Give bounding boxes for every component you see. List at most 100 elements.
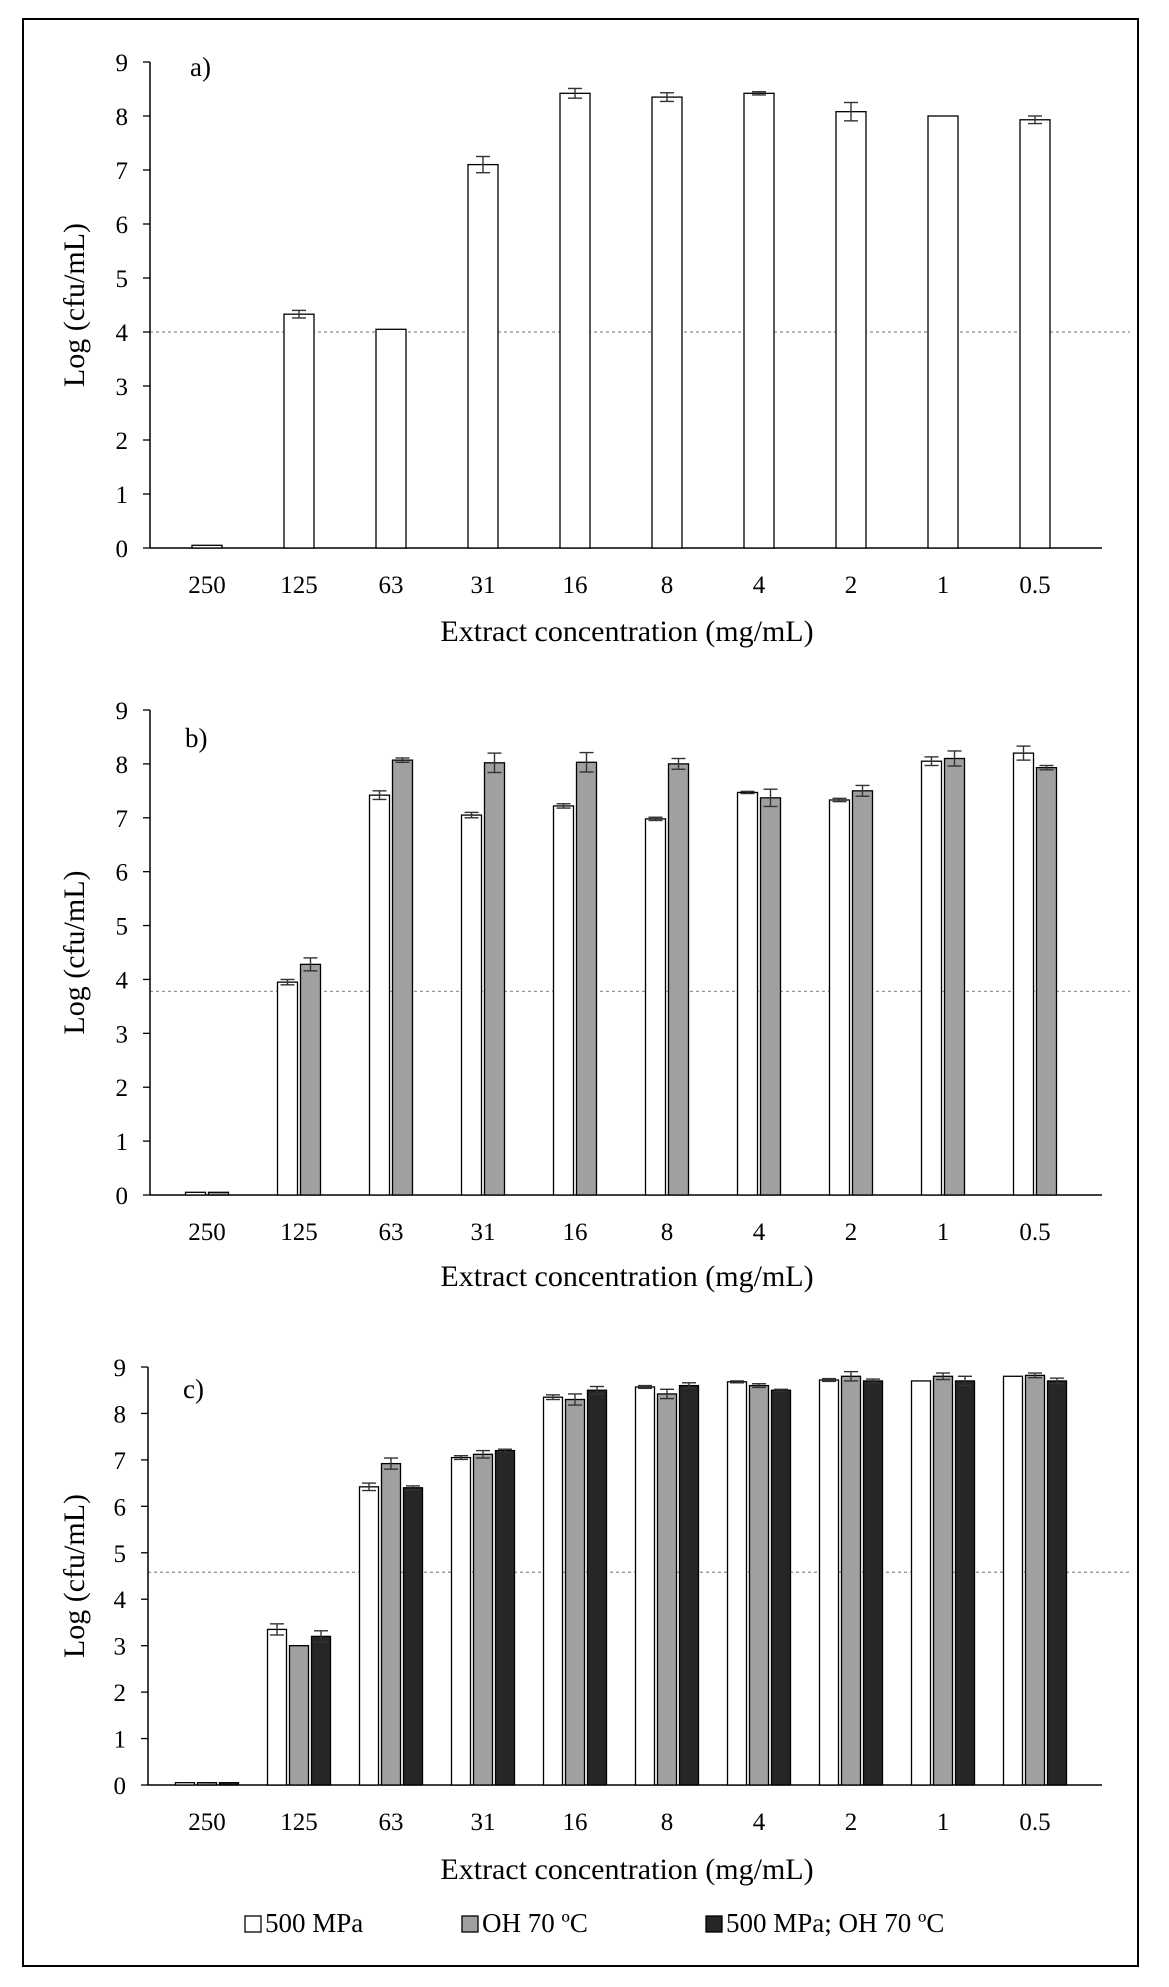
x-tick-label: 125 <box>280 1809 318 1836</box>
legend-label: OH 70 ºC <box>482 1908 588 1938</box>
bar <box>743 92 775 549</box>
bar <box>184 1191 207 1196</box>
x-axis-label: Extract concentration (mg/mL) <box>440 1853 813 1886</box>
bar <box>726 1381 748 1786</box>
bar <box>288 1645 310 1786</box>
bar <box>310 1635 332 1786</box>
panel-label: a) <box>190 52 211 82</box>
x-axis-label: Extract concentration (mg/mL) <box>440 1260 813 1293</box>
x-tick-label: 0.5 <box>1019 1809 1050 1836</box>
y-tick-label: 8 <box>114 1401 127 1428</box>
x-axis-label: Extract concentration (mg/mL) <box>440 615 813 648</box>
y-tick-label: 7 <box>114 1448 127 1475</box>
y-tick-label: 1 <box>116 482 129 509</box>
y-tick-label: 4 <box>114 1587 127 1614</box>
bar <box>375 328 407 549</box>
bar <box>927 115 959 549</box>
y-axis-label: Log (cfu/mL) <box>58 870 91 1034</box>
y-tick-label: 8 <box>116 752 129 779</box>
x-tick-label: 1 <box>937 1809 950 1836</box>
bar <box>748 1384 770 1786</box>
panel-label: c) <box>183 1374 204 1404</box>
bar <box>472 1453 494 1786</box>
x-tick-label: 125 <box>280 572 318 599</box>
legend-label: 500 MPa; OH 70 ºC <box>726 1908 944 1938</box>
y-tick-label: 9 <box>116 698 129 725</box>
y-tick-label: 6 <box>116 212 129 239</box>
bar <box>835 111 867 549</box>
bar <box>667 763 690 1196</box>
y-tick-label: 7 <box>116 806 129 833</box>
bar <box>283 313 315 549</box>
x-tick-label: 8 <box>661 1809 674 1836</box>
x-tick-label: 0.5 <box>1019 1219 1050 1246</box>
bar <box>910 1380 932 1786</box>
bar <box>651 96 683 549</box>
x-tick-label: 2 <box>845 1809 858 1836</box>
y-tick-label: 3 <box>116 374 129 401</box>
bar <box>1019 119 1051 549</box>
chart-panel-2: 0 1 2 3 4 5 6 7 8 9 250 125 63 31 16 8 4 2 1 0.5 b) Extract c… <box>58 698 1130 1293</box>
y-tick-label: 6 <box>116 860 129 887</box>
bar <box>759 797 782 1196</box>
bar <box>266 1628 288 1786</box>
y-axis-label: Log (cfu/mL) <box>58 1494 91 1658</box>
x-tick-label: 63 <box>379 572 404 599</box>
bar <box>191 544 223 549</box>
x-tick-label: 16 <box>563 1809 588 1836</box>
y-tick-label: 5 <box>114 1541 127 1568</box>
bar <box>920 760 943 1196</box>
bar <box>276 981 299 1196</box>
bar <box>862 1380 884 1786</box>
bar <box>678 1384 700 1786</box>
y-tick-label: 8 <box>116 104 129 131</box>
legend-label: 500 MPa <box>265 1908 363 1938</box>
x-tick-label: 125 <box>280 1219 318 1246</box>
x-tick-label: 4 <box>753 1219 766 1246</box>
bar <box>736 791 759 1196</box>
y-tick-label: 4 <box>116 967 129 994</box>
bar <box>218 1782 240 1786</box>
bar <box>564 1398 586 1786</box>
bar <box>575 761 598 1196</box>
bar <box>391 759 414 1196</box>
legend-item: OH 70 ºC <box>461 1908 588 1938</box>
bar <box>450 1456 472 1786</box>
legend-item: 500 MPa <box>244 1908 363 1938</box>
x-tick-label: 63 <box>379 1809 404 1836</box>
bar <box>586 1389 608 1786</box>
x-tick-label: 31 <box>471 1219 496 1246</box>
legend-swatch <box>461 1915 479 1933</box>
x-tick-label: 0.5 <box>1019 572 1050 599</box>
bar <box>358 1486 380 1786</box>
bar <box>207 1191 230 1196</box>
y-tick-label: 0 <box>114 1773 127 1800</box>
bar <box>818 1379 840 1786</box>
x-tick-label: 8 <box>661 1219 674 1246</box>
x-tick-label: 8 <box>661 572 674 599</box>
x-tick-label: 63 <box>379 1219 404 1246</box>
x-tick-label: 2 <box>845 1219 858 1246</box>
x-tick-label: 2 <box>845 572 858 599</box>
y-tick-label: 4 <box>116 320 129 347</box>
y-tick-label: 7 <box>116 158 129 185</box>
x-tick-label: 250 <box>188 1809 226 1836</box>
x-tick-label: 16 <box>563 1219 588 1246</box>
x-tick-label: 4 <box>753 1809 766 1836</box>
legend: 500 MPa OH 70 ºC 500 MPa; OH 70 ºC <box>244 1908 944 1938</box>
y-tick-label: 3 <box>114 1634 127 1661</box>
bar <box>552 805 575 1196</box>
y-tick-label: 3 <box>116 1021 129 1048</box>
legend-swatch <box>705 1915 723 1933</box>
x-tick-label: 4 <box>753 572 766 599</box>
bar <box>494 1449 516 1786</box>
panel-label: b) <box>185 723 208 753</box>
bar <box>828 799 851 1196</box>
bar <box>656 1393 678 1786</box>
bar <box>1002 1375 1024 1786</box>
chart-panel-3: 0 1 2 3 4 5 6 7 8 9 250 125 63 31 16 8 4 2 1 0.5 c) Extract c… <box>58 1355 1130 1886</box>
x-tick-label: 1 <box>937 572 950 599</box>
y-tick-label: 5 <box>116 914 129 941</box>
y-tick-label: 0 <box>116 536 129 563</box>
